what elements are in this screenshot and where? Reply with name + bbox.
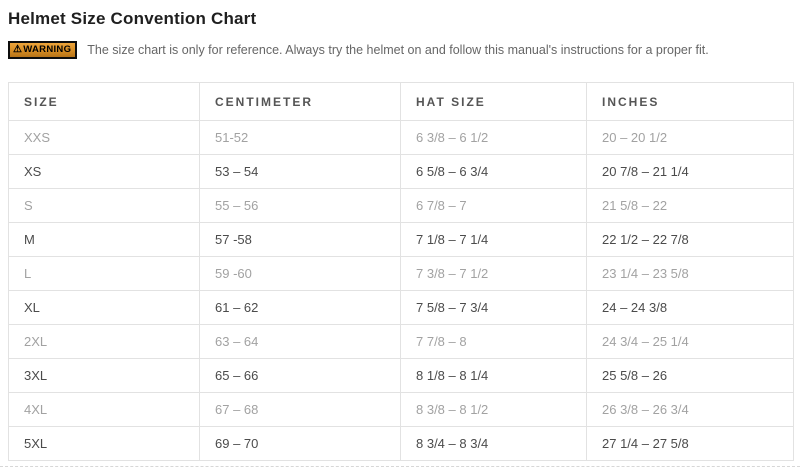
cell-hat-size: 7 5/8 – 7 3/4: [400, 290, 587, 325]
cell-size: M: [8, 222, 200, 257]
cell-inches: 27 1/4 – 27 5/8: [586, 426, 794, 461]
cell-size: 4XL: [8, 392, 200, 427]
cell-centimeter: 67 – 68: [199, 392, 401, 427]
cell-centimeter: 69 – 70: [199, 426, 401, 461]
cell-size: XS: [8, 154, 200, 189]
cell-inches: 24 3/4 – 25 1/4: [586, 324, 794, 359]
cell-size: L: [8, 256, 200, 291]
table-row: 3XL 65 – 66 8 1/8 – 8 1/4 25 5/8 – 26: [8, 358, 794, 393]
cell-centimeter: 61 – 62: [199, 290, 401, 325]
column-header-hat-size: HAT SIZE: [400, 82, 587, 121]
table-row: XS 53 – 54 6 5/8 – 6 3/4 20 7/8 – 21 1/4: [8, 154, 794, 189]
table-row: L 59 -60 7 3/8 – 7 1/2 23 1/4 – 23 5/8: [8, 256, 794, 291]
cell-hat-size: 8 1/8 – 8 1/4: [400, 358, 587, 393]
cell-inches: 21 5/8 – 22: [586, 188, 794, 223]
cell-centimeter: 65 – 66: [199, 358, 401, 393]
warning-badge-label: WARNING: [23, 44, 72, 55]
cell-hat-size: 7 7/8 – 8: [400, 324, 587, 359]
cell-inches: 26 3/8 – 26 3/4: [586, 392, 794, 427]
cell-centimeter: 57 -58: [199, 222, 401, 257]
size-chart-table: SIZE CENTIMETER HAT SIZE INCHES XXS 51-52 6 3…: [8, 82, 794, 461]
warning-note: ⚠ WARNING The size chart is only for ref…: [8, 41, 792, 59]
table-row: 4XL 67 – 68 8 3/8 – 8 1/2 26 3/8 – 26 3/4: [8, 392, 794, 427]
cell-inches: 20 7/8 – 21 1/4: [586, 154, 794, 189]
cell-inches: 25 5/8 – 26: [586, 358, 794, 393]
column-header-inches: INCHES: [586, 82, 794, 121]
warning-badge: ⚠ WARNING: [8, 41, 78, 59]
cell-size: S: [8, 188, 200, 223]
cell-hat-size: 6 5/8 – 6 3/4: [400, 154, 587, 189]
cell-size: XL: [8, 290, 200, 325]
table-row: 2XL 63 – 64 7 7/8 – 8 24 3/4 – 25 1/4: [8, 324, 794, 359]
table-row: S 55 – 56 6 7/8 – 7 21 5/8 – 22: [8, 188, 794, 223]
table-row: 5XL 69 – 70 8 3/4 – 8 3/4 27 1/4 – 27 5/8: [8, 426, 794, 461]
cell-size: 3XL: [8, 358, 200, 393]
table-row: XXS 51-52 6 3/8 – 6 1/2 20 – 20 1/2: [8, 120, 794, 155]
cell-inches: 23 1/4 – 23 5/8: [586, 256, 794, 291]
column-header-size: SIZE: [8, 82, 200, 121]
column-header-centimeter: CENTIMETER: [199, 82, 401, 121]
table-header-row: SIZE CENTIMETER HAT SIZE INCHES: [8, 82, 794, 121]
cell-centimeter: 55 – 56: [199, 188, 401, 223]
cell-hat-size: 6 7/8 – 7: [400, 188, 587, 223]
table-row: XL 61 – 62 7 5/8 – 7 3/4 24 – 24 3/8: [8, 290, 794, 325]
table-row: M 57 -58 7 1/8 – 7 1/4 22 1/2 – 22 7/8: [8, 222, 794, 257]
page-title: Helmet Size Convention Chart: [8, 9, 257, 28]
cell-hat-size: 7 1/8 – 7 1/4: [400, 222, 587, 257]
cell-hat-size: 6 3/8 – 6 1/2: [400, 120, 587, 155]
cell-centimeter: 63 – 64: [199, 324, 401, 359]
cell-hat-size: 8 3/8 – 8 1/2: [400, 392, 587, 427]
cell-centimeter: 59 -60: [199, 256, 401, 291]
cell-inches: 22 1/2 – 22 7/8: [586, 222, 794, 257]
cell-hat-size: 7 3/8 – 7 1/2: [400, 256, 587, 291]
cell-size: 5XL: [8, 426, 200, 461]
cell-centimeter: 53 – 54: [199, 154, 401, 189]
cell-inches: 20 – 20 1/2: [586, 120, 794, 155]
cell-size: 2XL: [8, 324, 200, 359]
warning-text: The size chart is only for reference. Al…: [87, 43, 709, 57]
warning-triangle-icon: ⚠: [13, 44, 23, 55]
cell-centimeter: 51-52: [199, 120, 401, 155]
cell-size: XXS: [8, 120, 200, 155]
cell-hat-size: 8 3/4 – 8 3/4: [400, 426, 587, 461]
page-bottom-divider: [0, 466, 800, 467]
cell-inches: 24 – 24 3/8: [586, 290, 794, 325]
